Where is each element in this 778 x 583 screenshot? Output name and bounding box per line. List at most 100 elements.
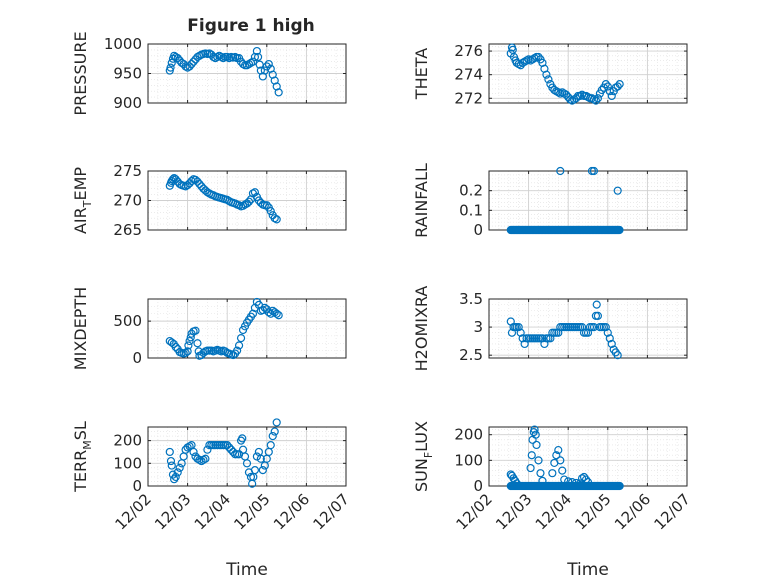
data-point: [238, 201, 248, 210]
data-point: [613, 186, 622, 195]
data-point: [522, 56, 531, 65]
data-point: [532, 440, 541, 450]
data-point: [270, 214, 279, 223]
data-point: [184, 341, 193, 350]
data-point: [536, 469, 545, 478]
y-axis-label: H2OMIXRA: [412, 286, 431, 372]
y-axis-label: TERRMSL: [71, 421, 94, 493]
y-tick-label: 900: [113, 94, 142, 112]
data-point: [568, 96, 577, 105]
x-tick-label: 12/05: [571, 490, 614, 533]
data-point: [613, 351, 622, 360]
data-point: [254, 447, 263, 457]
x-tick-label: 12/06: [611, 490, 654, 533]
data-point: [540, 339, 549, 349]
y-axis-label-main: MIXDEPTH: [71, 287, 90, 370]
data-point: [272, 215, 281, 224]
data-point: [223, 52, 232, 62]
data-point: [534, 52, 543, 62]
data-point: [615, 225, 624, 235]
data-point: [534, 456, 543, 465]
y-tick-label: 0: [132, 477, 142, 495]
data-point: [605, 87, 614, 96]
data-point: [262, 201, 271, 210]
x-tick-label: 12/06: [270, 490, 313, 533]
data-point: [552, 87, 561, 96]
data-point: [558, 466, 567, 475]
x-axis-label: Time: [566, 560, 609, 580]
data-point: [583, 328, 593, 337]
data-point: [240, 452, 250, 461]
data-point: [238, 445, 248, 454]
data-point: [242, 459, 252, 468]
data-point: [274, 88, 283, 97]
data-point: [530, 54, 539, 63]
data-point: [258, 466, 267, 475]
data-point: [252, 46, 261, 56]
data-point: [577, 322, 587, 332]
y-tick-label: 3.5: [459, 290, 483, 308]
y-tick-label: 950: [113, 65, 142, 83]
y-axis-label: MIXDEPTH: [71, 287, 90, 370]
data-point: [193, 177, 202, 186]
y-axis-label-rest: EMP: [71, 167, 90, 201]
y-tick-label: 200: [113, 432, 142, 450]
y-tick-label: 2.5: [459, 346, 483, 364]
y-tick-label: 276: [454, 42, 483, 60]
data-point: [242, 61, 252, 70]
y-tick-label: 200: [454, 426, 483, 444]
data-point: [171, 175, 180, 184]
subplot-air_temp: 265 270 275 AIRTEMP: [71, 162, 347, 239]
x-axis-label: Time: [225, 560, 268, 580]
axes-box: [147, 426, 347, 487]
data-point: [538, 334, 547, 343]
data-point: [179, 452, 188, 461]
y-axis-label-main: RAINFALL: [412, 163, 431, 238]
y-tick-label: 270: [113, 192, 142, 210]
data-point: [538, 476, 547, 485]
data-point: [558, 88, 567, 97]
data-point: [236, 333, 246, 343]
data-point: [167, 461, 176, 470]
y-axis-label-main: TERR: [71, 450, 90, 493]
data-point: [175, 463, 184, 472]
y-tick-label: 272: [454, 89, 483, 107]
data-point: [246, 58, 256, 67]
data-point: [231, 52, 240, 62]
data-point: [209, 52, 218, 62]
y-axis-label: AIRTEMP: [71, 167, 94, 234]
y-tick-label: 100: [454, 451, 483, 469]
subplot-theta: 272 274 276 THETA: [412, 42, 688, 107]
data-point: [165, 447, 174, 457]
x-tick-label: 12/07: [310, 490, 353, 533]
data-point: [548, 469, 557, 478]
data-point: [181, 348, 190, 357]
data-point: [605, 334, 614, 343]
y-axis-label-main: H2OMIXRA: [412, 286, 431, 372]
data-point: [185, 62, 194, 71]
data-point: [201, 454, 210, 463]
y-axis-label-subscript: T: [81, 200, 94, 208]
y-tick-label: 0.1: [459, 201, 483, 219]
data-point: [248, 57, 258, 66]
data-point: [173, 54, 182, 63]
figure-title: Figure 1 high: [187, 16, 315, 36]
data-point: [274, 311, 283, 320]
data-point: [256, 454, 265, 463]
data-point: [554, 88, 563, 97]
data-point: [575, 91, 585, 101]
data-point: [524, 55, 533, 64]
data-point: [607, 91, 616, 101]
x-tick-label: 12/03: [151, 490, 194, 533]
data-point: [560, 475, 569, 484]
data-point: [550, 85, 559, 95]
subplot-mixdepth: 0 500 MIXDEPTH: [71, 287, 347, 370]
data-point: [546, 334, 555, 343]
data-point: [556, 456, 565, 465]
y-axis-label-subscript: F: [422, 452, 435, 458]
subplot-h2omixra: 2.5 3 3.5 H2OMIXRA: [412, 286, 688, 372]
data-point: [187, 59, 196, 69]
y-tick-label: 0: [132, 349, 142, 367]
data-point: [601, 80, 610, 89]
